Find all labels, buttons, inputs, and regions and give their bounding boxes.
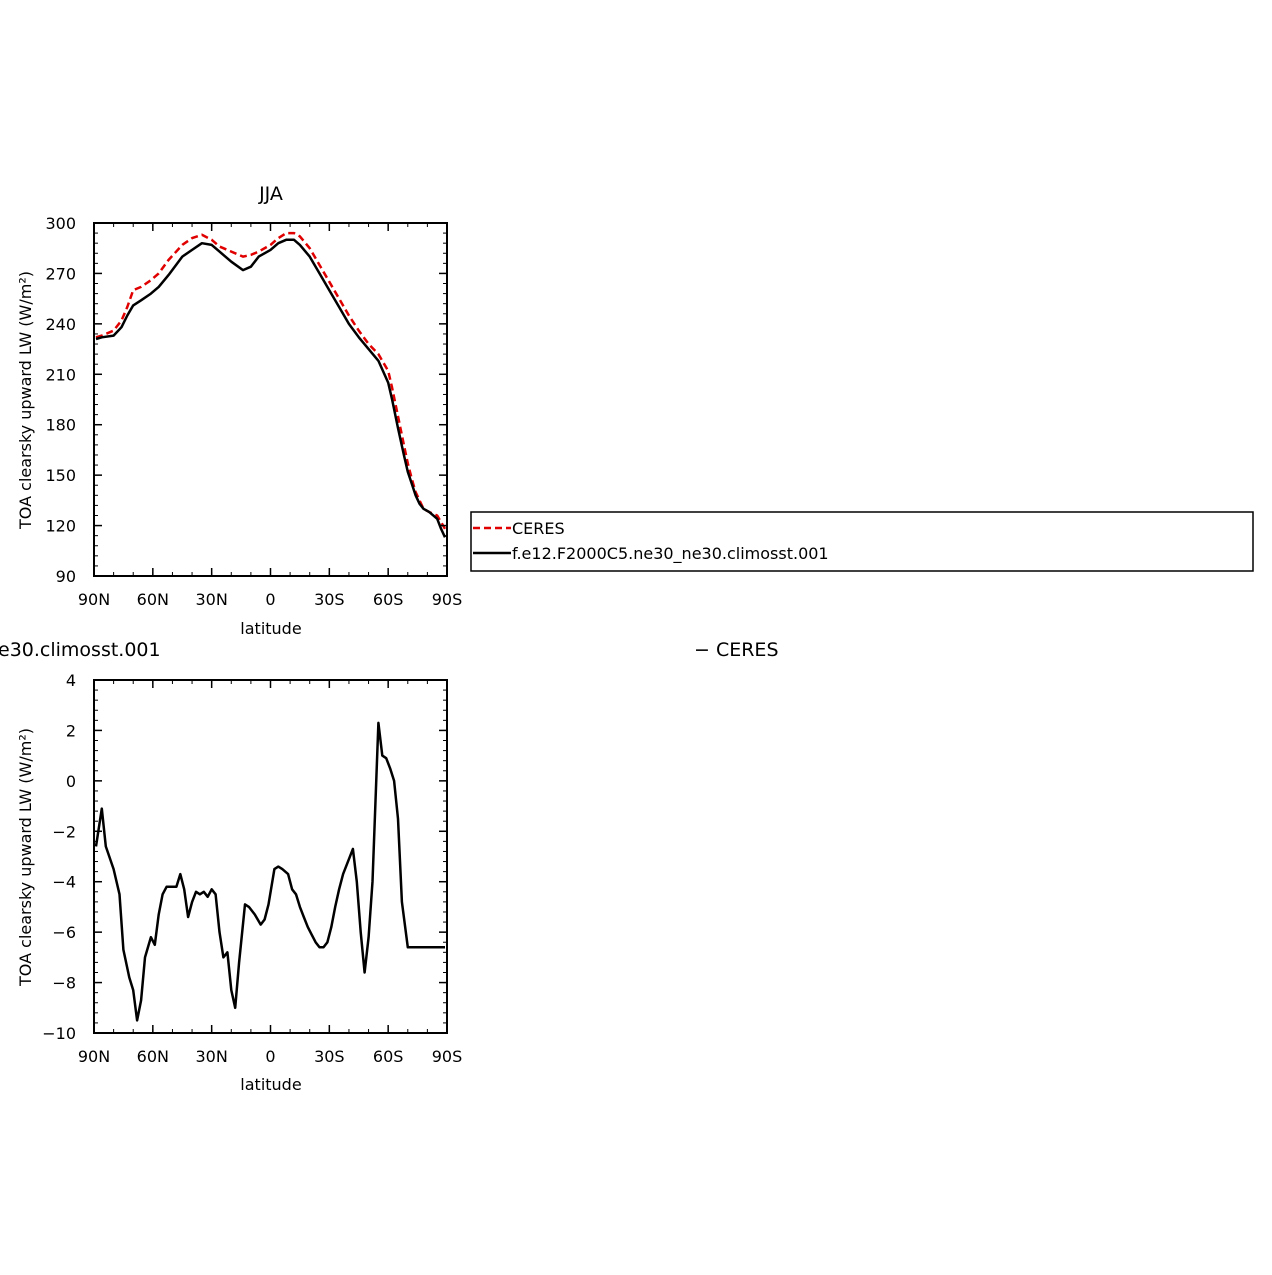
legend-box bbox=[470, 511, 1254, 572]
top-x-tick-label: 30N bbox=[196, 590, 228, 609]
legend-label-ceres: CERES bbox=[512, 519, 565, 538]
bottom-plot-frame bbox=[93, 679, 448, 1034]
top-x-tick-label: 0 bbox=[265, 590, 275, 609]
bottom-panel: e30.climosst.001 − CERES 90N 60N 30N 0 30S 60… bbox=[0, 639, 779, 1094]
top-x-tick-label: 90N bbox=[78, 590, 110, 609]
top-series-group bbox=[95, 231, 447, 538]
top-y-tick-label: 210 bbox=[45, 365, 76, 384]
bottom-series-group bbox=[94, 721, 445, 1022]
legend-label-model: f.e12.F2000C5.ne30_ne30.climosst.001 bbox=[512, 544, 829, 564]
bottom-y-tick-label: 4 bbox=[66, 671, 76, 690]
top-panel: JJA 90N 60N 30N 0 30S 60S 90S 90 120 150 180 210 240… bbox=[16, 183, 462, 638]
bottom-x-axis-title: latitude bbox=[240, 1075, 301, 1094]
bottom-x-tick-label: 30S bbox=[314, 1047, 345, 1066]
top-x-tick-label: 60S bbox=[373, 590, 404, 609]
bottom-y-axis-title: TOA clearsky upward LW (W/m²) bbox=[16, 728, 35, 987]
bottom-x-tick-label: 60S bbox=[373, 1047, 404, 1066]
bottom-x-tick-label: 30N bbox=[196, 1047, 228, 1066]
top-x-tick-label: 90S bbox=[432, 590, 463, 609]
top-y-tick-label: 180 bbox=[45, 416, 76, 435]
top-series-line-model bbox=[95, 238, 447, 538]
bottom-y-tick-label: −8 bbox=[52, 974, 76, 993]
bottom-y-tick-label: 0 bbox=[66, 772, 76, 791]
top-y-axis-title: TOA clearsky upward LW (W/m²) bbox=[16, 271, 35, 530]
bottom-x-tick-label: 90S bbox=[432, 1047, 463, 1066]
bottom-y-tick-label: −4 bbox=[52, 873, 76, 892]
bottom-x-tick-label: 90N bbox=[78, 1047, 110, 1066]
bottom-y-tick-label: 2 bbox=[66, 721, 76, 740]
top-y-tick-label: 240 bbox=[45, 315, 76, 334]
top-x-axis-title: latitude bbox=[240, 619, 301, 638]
bottom-y-tick-label: −6 bbox=[52, 923, 76, 942]
top-y-tick-label: 120 bbox=[45, 517, 76, 536]
top-y-tick-label: 270 bbox=[45, 264, 76, 283]
bottom-y-tick-label: −2 bbox=[52, 822, 76, 841]
bottom-ticks: 90N 60N 30N 0 30S 60S 90S 4 2 0 −2 −4 −6 −8 −10 bbox=[42, 671, 462, 1066]
bottom-x-tick-label: 60N bbox=[137, 1047, 169, 1066]
top-y-tick-label: 150 bbox=[45, 466, 76, 485]
top-ticks: 90N 60N 30N 0 30S 60S 90S 90 120 150 180 210 240 270 3… bbox=[45, 214, 462, 609]
top-x-tick-label: 60N bbox=[137, 590, 169, 609]
top-y-tick-label: 300 bbox=[45, 214, 76, 233]
bottom-panel-title-right: − CERES bbox=[694, 639, 779, 661]
bottom-y-tick-label: −10 bbox=[42, 1024, 76, 1043]
bottom-series-line-difference bbox=[94, 721, 445, 1022]
top-series-line-ceres bbox=[95, 231, 447, 530]
bottom-x-tick-label: 0 bbox=[265, 1047, 275, 1066]
top-panel-title: JJA bbox=[258, 183, 283, 205]
bottom-panel-title-left: e30.climosst.001 bbox=[0, 639, 161, 661]
legend: CERES f.e12.F2000C5.ne30_ne30.climosst.0… bbox=[470, 511, 1254, 572]
top-x-tick-label: 30S bbox=[314, 590, 345, 609]
top-y-tick-label: 90 bbox=[56, 567, 76, 586]
